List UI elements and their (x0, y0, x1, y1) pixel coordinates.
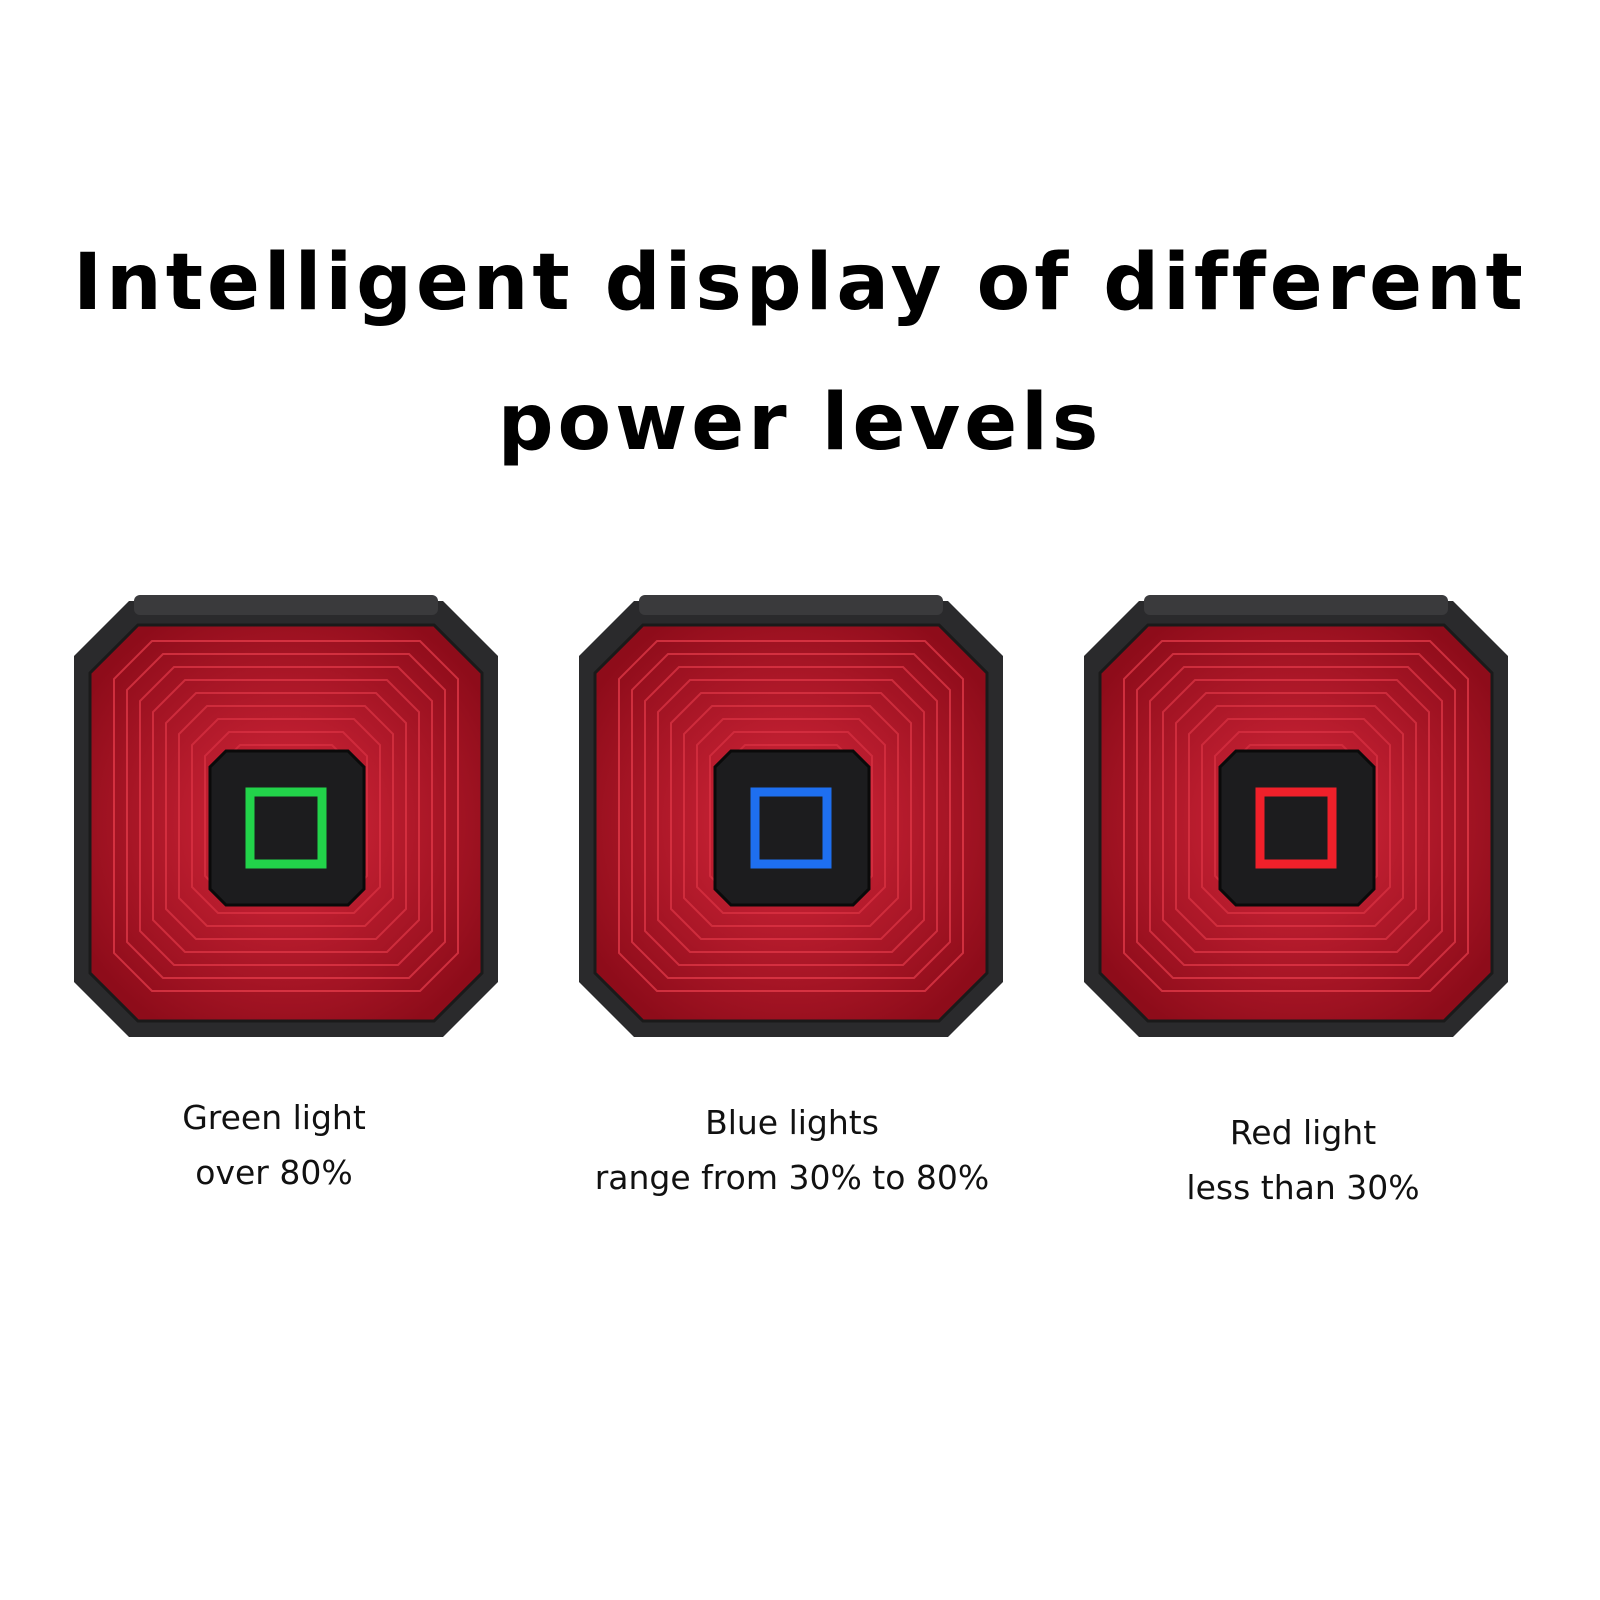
lens-ring (1201, 718, 1391, 914)
lens-ring (126, 653, 446, 979)
lens-ring (1175, 692, 1417, 940)
lens-ring (113, 640, 459, 992)
lens-ring (1123, 640, 1469, 992)
lens-ring (644, 666, 938, 966)
caption-red: Red light less than 30% (1043, 1105, 1563, 1215)
blue-indicator-icon (750, 787, 832, 869)
lens-ring (1188, 705, 1404, 927)
power-button (208, 749, 366, 907)
lens-ring (1149, 666, 1443, 966)
caption-green-detail: over 80% (195, 1153, 353, 1192)
tail-light-graphic (579, 595, 1003, 1037)
lens-ring (670, 692, 912, 940)
tail-light-green (74, 595, 498, 1037)
lens-ring (139, 666, 433, 966)
page-title-line-2: power levels (497, 378, 1103, 468)
lens-ring (1136, 653, 1456, 979)
red-indicator-icon (1255, 787, 1337, 869)
caption-blue-detail: range from 30% to 80% (594, 1158, 990, 1197)
caption-blue: Blue lights range from 30% to 80% (532, 1095, 1052, 1205)
lens-ring (618, 640, 964, 992)
power-button (713, 749, 871, 907)
page-title-line-1: Intelligent display of different (73, 238, 1527, 328)
caption-blue-title: Blue lights (705, 1103, 879, 1142)
caption-green-title: Green light (182, 1098, 366, 1137)
top-edge (134, 595, 438, 615)
lens-ring (178, 705, 394, 927)
tail-light-red (1084, 595, 1508, 1037)
tail-light-graphic (74, 595, 498, 1037)
power-button (1218, 749, 1376, 907)
lens-ring (683, 705, 899, 927)
tail-light-graphic (1084, 595, 1508, 1037)
lens-ring (1162, 679, 1430, 953)
lens-ring (165, 692, 407, 940)
lens-ring (696, 718, 886, 914)
tail-light-blue (579, 595, 1003, 1037)
lens-ring (152, 679, 420, 953)
lens-ring (631, 653, 951, 979)
green-indicator-icon (245, 787, 327, 869)
lens-ring (191, 718, 381, 914)
top-edge (639, 595, 943, 615)
top-edge (1144, 595, 1448, 615)
caption-red-detail: less than 30% (1186, 1168, 1420, 1207)
caption-red-title: Red light (1229, 1113, 1377, 1152)
caption-green: Green light over 80% (14, 1090, 534, 1200)
lens-ring (657, 679, 925, 953)
